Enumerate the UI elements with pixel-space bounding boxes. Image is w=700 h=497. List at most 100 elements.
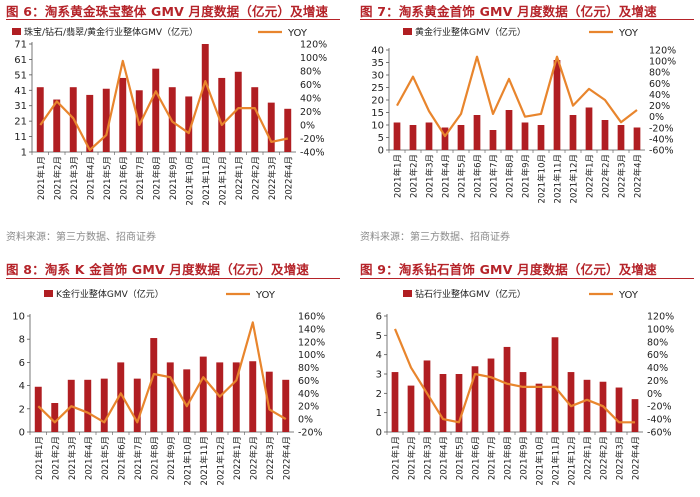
- gmv-bar: [34, 386, 42, 432]
- x-tick-label: 2022年3月: [617, 154, 628, 198]
- gmv-bar: [86, 94, 94, 152]
- right-tick-label: 40%: [300, 94, 321, 105]
- x-tick-label: 2021年11月: [199, 436, 210, 485]
- gmv-bar: [631, 399, 639, 432]
- right-tick-label: 120%: [647, 312, 674, 323]
- right-tick-label: -20%: [647, 402, 672, 413]
- x-tick-label: 2021年11月: [551, 436, 562, 485]
- gmv-bar: [166, 362, 174, 432]
- right-tick-label: 20%: [300, 107, 321, 118]
- source-note-6: 资料来源：第三方数据、招商证券: [6, 232, 156, 243]
- chart-title-8: 图 8：淘系 K 金首饰 GMV 月度数据（亿元）及增速: [6, 262, 310, 277]
- gmv-bar: [150, 338, 158, 432]
- right-tick-label: 80%: [647, 337, 668, 348]
- x-tick-label: 2021年5月: [457, 154, 468, 198]
- x-tick-label: 2022年4月: [633, 154, 644, 198]
- x-tick-label: 2021年7月: [133, 436, 144, 480]
- left-tick-label: 10: [12, 312, 25, 323]
- x-tick-label: 2021年9月: [166, 436, 177, 480]
- gmv-bar: [267, 102, 275, 152]
- gmv-bar: [537, 125, 545, 150]
- left-tick-label: 30: [371, 71, 384, 82]
- right-tick-label: 100%: [298, 350, 325, 361]
- gmv-bar: [36, 87, 44, 152]
- gmv-bar: [457, 125, 465, 150]
- left-tick-label: 1: [376, 408, 382, 419]
- x-tick-label: 2022年3月: [267, 156, 278, 200]
- right-tick-label: 120%: [649, 46, 676, 57]
- gmv-bar: [53, 99, 61, 152]
- chart-6: 珠宝/钻石/翡翠/黄金行业整体GMV（亿元） YOY111213141516171…: [12, 26, 327, 205]
- title-rule-7: [360, 19, 694, 20]
- right-tick-label: 40%: [647, 363, 668, 374]
- x-tick-label: 2021年1月: [393, 154, 404, 198]
- x-tick-label: 2021年4月: [83, 436, 94, 480]
- x-tick-label: 2021年6月: [118, 156, 129, 200]
- left-tick-label: 51: [14, 70, 27, 81]
- gmv-bar: [234, 71, 242, 152]
- right-tick-label: 60%: [300, 80, 321, 91]
- gmv-bar: [473, 115, 481, 150]
- chart-title-6: 图 6：淘系黄金珠宝整体 GMV 月度数据（亿元）及增速: [6, 4, 329, 19]
- x-tick-label: 2021年6月: [473, 154, 484, 198]
- gmv-bar: [505, 110, 513, 150]
- x-tick-label: 2021年12月: [569, 154, 580, 203]
- left-tick-label: 4: [376, 350, 382, 361]
- yoy-line: [396, 55, 638, 138]
- left-tick-label: 0: [376, 428, 382, 439]
- gmv-bar: [409, 125, 417, 150]
- left-tick-label: 15: [371, 108, 384, 119]
- gmv-bar: [199, 356, 207, 432]
- x-tick-label: 2021年7月: [487, 436, 498, 480]
- x-tick-label: 2021年12月: [567, 436, 578, 485]
- x-tick-label: 2021年2月: [407, 436, 418, 480]
- gmv-bar: [583, 379, 591, 432]
- x-tick-label: 2022年1月: [583, 436, 594, 480]
- x-tick-label: 2021年12月: [217, 156, 228, 205]
- gmv-bar: [553, 60, 561, 150]
- chart-9: 钻石行业整体GMV（亿元） YOY 0 1 2 3 4 5 6 -60% -40% -20% 0% 20%…: [376, 288, 675, 485]
- left-tick-label: 35: [371, 58, 384, 69]
- gmv-bar: [633, 127, 641, 150]
- x-tick-label: 2022年1月: [585, 154, 596, 198]
- x-tick-label: 2021年10月: [184, 156, 195, 205]
- x-tick-label: 2021年1月: [36, 156, 47, 200]
- x-tick-label: 2021年1月: [34, 436, 45, 480]
- gmv-bar: [201, 44, 209, 152]
- right-tick-label: 60%: [649, 79, 670, 90]
- right-tick-label: 60%: [298, 376, 319, 387]
- x-tick-label: 2022年4月: [631, 436, 642, 480]
- x-tick-label: 2021年7月: [489, 154, 500, 198]
- gmv-bar: [282, 379, 290, 432]
- x-tick-label: 2021年1月: [391, 436, 402, 480]
- gmv-bar: [471, 366, 479, 432]
- left-tick-label: 4: [19, 381, 25, 392]
- gmv-bar: [489, 130, 497, 150]
- x-tick-label: 2021年11月: [553, 154, 564, 203]
- right-tick-label: 100%: [647, 324, 674, 335]
- right-tick-label: 100%: [649, 57, 676, 68]
- x-tick-label: 2021年3月: [69, 156, 80, 200]
- right-tick-label: 80%: [298, 363, 319, 374]
- right-tick-label: 20%: [647, 376, 668, 387]
- gmv-bar: [423, 360, 431, 432]
- gmv-bar: [519, 372, 527, 432]
- x-tick-label: 2021年3月: [67, 436, 78, 480]
- left-tick-label: 8: [19, 335, 25, 346]
- gmv-bar: [551, 337, 559, 432]
- x-tick-label: 2021年10月: [535, 436, 546, 485]
- right-tick-label: -40%: [647, 415, 672, 426]
- gmv-bar: [185, 96, 193, 152]
- gmv-bar: [393, 122, 401, 150]
- x-tick-label: 2021年4月: [439, 436, 450, 480]
- x-tick-label: 2021年9月: [519, 436, 530, 480]
- gmv-bar: [585, 107, 593, 150]
- title-rule-8: [6, 278, 340, 279]
- title-rule-6: [6, 19, 340, 20]
- legend-bar-label: K金行业整体GMV（亿元）: [56, 288, 164, 300]
- left-tick-label: 40: [371, 46, 384, 57]
- gmv-bar: [487, 358, 495, 432]
- gmv-bar: [284, 108, 292, 152]
- left-tick-label: 6: [376, 312, 382, 323]
- x-tick-label: 2021年5月: [100, 436, 111, 480]
